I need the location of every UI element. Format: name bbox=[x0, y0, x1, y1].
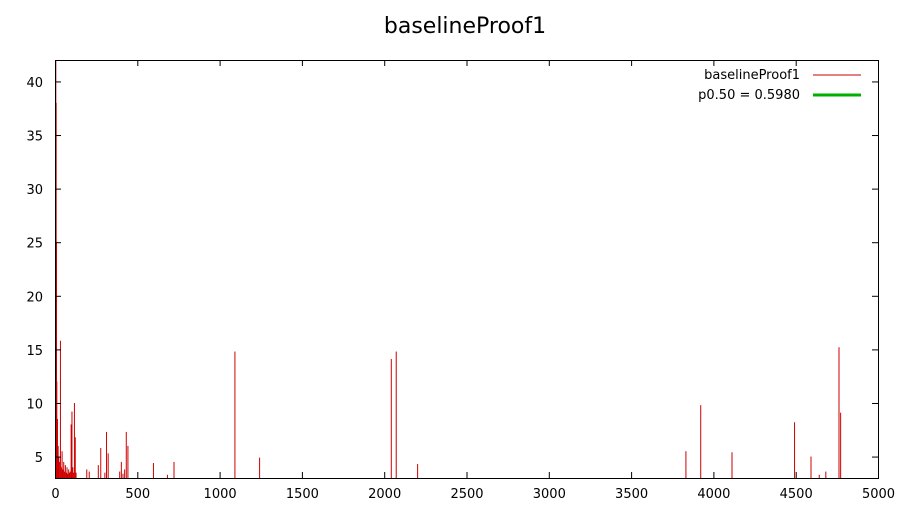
y-tick-label: 10 bbox=[26, 397, 43, 412]
chart-title: baselineProof1 bbox=[384, 14, 546, 39]
x-tick-label: 2000 bbox=[368, 487, 401, 502]
x-tick-label: 1500 bbox=[286, 487, 319, 502]
x-tick-label: 3000 bbox=[533, 487, 566, 502]
y-tick-label: 35 bbox=[26, 130, 43, 145]
y-tick-label: 40 bbox=[26, 76, 43, 91]
x-tick-label: 2500 bbox=[450, 487, 483, 502]
legend: baselineProof1 p0.50 = 0.5980 bbox=[698, 68, 861, 103]
x-tick-label: 3500 bbox=[615, 487, 648, 502]
y-tick-label: 15 bbox=[26, 344, 43, 359]
x-tick-label: 4000 bbox=[697, 487, 730, 502]
x-tick-label: 500 bbox=[125, 487, 150, 502]
impulse-series bbox=[55, 60, 842, 478]
y-tick-label: 5 bbox=[35, 451, 43, 466]
legend-label-series-2: p0.50 = 0.5980 bbox=[698, 88, 800, 103]
y-tick-label: 30 bbox=[26, 183, 43, 198]
plot-frame bbox=[55, 60, 879, 479]
x-tick-label: 4500 bbox=[780, 487, 813, 502]
x-tick-label: 5000 bbox=[862, 487, 895, 502]
x-tick-label: 0 bbox=[51, 487, 59, 502]
y-tick-label: 20 bbox=[26, 290, 43, 305]
legend-label-series-1: baselineProof1 bbox=[704, 68, 800, 83]
y-tick-label: 25 bbox=[26, 237, 43, 252]
x-tick-label: 1000 bbox=[204, 487, 237, 502]
axis-ticks: 0 500 1000 1500 2000 2500 3000 3500 4000 4500 5000… bbox=[26, 60, 895, 502]
